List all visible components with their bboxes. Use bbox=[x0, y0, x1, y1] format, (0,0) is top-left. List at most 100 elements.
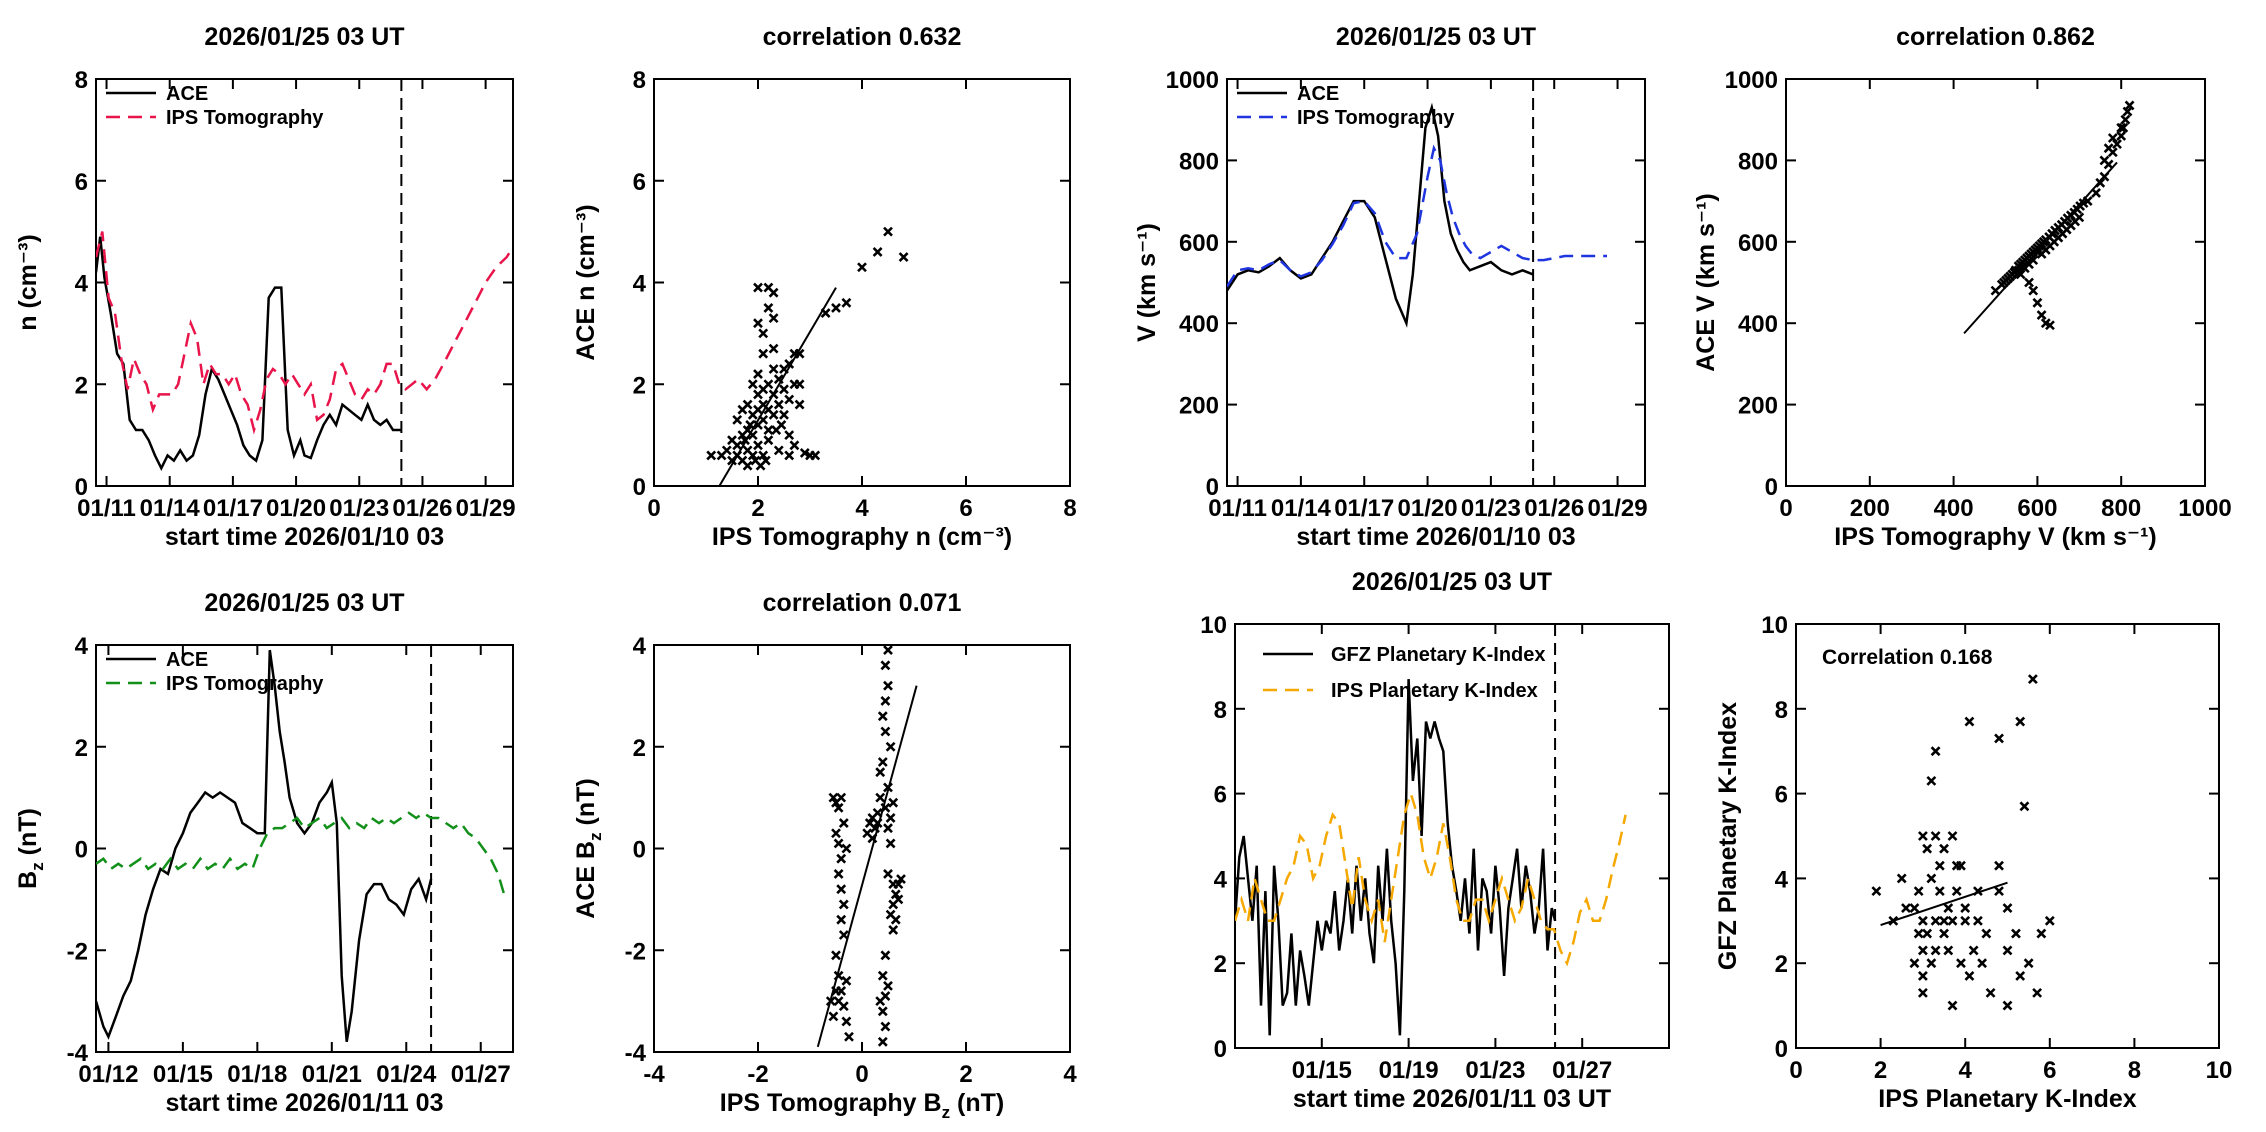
scatter-point bbox=[883, 869, 893, 879]
scatter-point bbox=[776, 420, 787, 430]
x-tick-label: 2 bbox=[1874, 1057, 1887, 1084]
y-tick-label: 200 bbox=[1738, 393, 1778, 420]
scatter-point bbox=[836, 853, 847, 864]
plot-frame bbox=[1795, 623, 2220, 1049]
series-line-1 bbox=[1235, 679, 1557, 1036]
scatter-point bbox=[1917, 971, 1928, 981]
y-axis-label: ACE Bz (nT) bbox=[572, 778, 605, 918]
scatter-point bbox=[2023, 958, 2034, 969]
legend-entry: ACE bbox=[166, 83, 208, 105]
scatter-point bbox=[836, 914, 847, 925]
x-tick-label: 800 bbox=[2101, 495, 2141, 522]
chart-title: 2026/01/25 03 UT bbox=[204, 589, 404, 617]
scatter-point bbox=[877, 757, 888, 767]
scatter-point bbox=[2011, 928, 2021, 939]
x-tick-label: 4 bbox=[855, 495, 869, 522]
y-tick-label: 8 bbox=[75, 67, 88, 94]
x-tick-label: 01/15 bbox=[153, 1061, 213, 1088]
series-line-2 bbox=[1235, 789, 1627, 967]
scatter-point bbox=[1994, 886, 2004, 897]
y-tick-label: 1000 bbox=[1166, 67, 1219, 94]
chart-panel-2: correlation 0.632 0 2 4 6 8 0 2 4 6 8 IPS Tomograph… bbox=[572, 23, 1077, 551]
y-tick-label: 0 bbox=[1765, 474, 1778, 501]
scatter-point bbox=[758, 328, 769, 339]
x-tick-label: 01/15 bbox=[1292, 1057, 1352, 1084]
x-tick-label: 01/26 bbox=[392, 495, 452, 522]
y-tick-label: 0 bbox=[1214, 1036, 1227, 1063]
scatter-point bbox=[1939, 928, 1949, 939]
scatter-point bbox=[779, 409, 789, 420]
y-tick-label: 1000 bbox=[1725, 67, 1778, 94]
scatter-point bbox=[2124, 100, 2135, 111]
scatter-point bbox=[877, 711, 888, 722]
y-tick-label: 2 bbox=[75, 735, 88, 762]
scatter-point bbox=[753, 318, 763, 329]
y-tick-label: 6 bbox=[75, 169, 88, 196]
x-tick-label: 4 bbox=[1959, 1057, 1973, 1084]
x-axis-label: start time 2026/01/11 03 UT bbox=[1293, 1085, 1611, 1113]
scatter-point bbox=[768, 313, 779, 324]
scatter-point bbox=[2032, 987, 2043, 998]
scatter-point bbox=[844, 1031, 854, 1042]
scatter-point bbox=[1909, 958, 1920, 969]
scatter-point bbox=[841, 1016, 852, 1027]
x-tick-label: 600 bbox=[2017, 495, 2057, 522]
scatter-point bbox=[1930, 945, 1941, 956]
scatter-point bbox=[872, 247, 883, 257]
series-line-2 bbox=[96, 231, 513, 435]
y-tick-label: -4 bbox=[67, 1040, 89, 1067]
x-tick-label: 1000 bbox=[2178, 495, 2231, 522]
scatter-point bbox=[885, 741, 896, 752]
x-tick-label: 01/17 bbox=[1334, 495, 1394, 522]
scatter-point bbox=[831, 303, 841, 313]
legend-entry: IPS Tomography bbox=[166, 107, 324, 129]
scatter-point bbox=[880, 950, 891, 961]
scatter-point bbox=[1956, 860, 1966, 871]
x-tick-label: 6 bbox=[2043, 1057, 2056, 1084]
scatter-point bbox=[2045, 320, 2055, 331]
x-tick-label: 0 bbox=[647, 495, 660, 522]
x-tick-label: 01/20 bbox=[1398, 495, 1458, 522]
series-line-2 bbox=[1227, 144, 1607, 288]
scatter-point bbox=[2028, 255, 2039, 266]
scatter-point bbox=[758, 450, 769, 461]
scatter-point bbox=[2099, 155, 2110, 166]
scatter-point bbox=[773, 445, 784, 456]
scatter-point bbox=[831, 828, 841, 839]
chart-panel-6: correlation 0.071 -4 -2 0 2 4 -4 -2 0 2 4 IPS Tomog… bbox=[572, 589, 1077, 1122]
chart-title: 2026/01/25 03 UT bbox=[1352, 568, 1552, 596]
x-tick-label: 01/29 bbox=[1588, 495, 1648, 522]
scatter-point bbox=[2002, 903, 2013, 913]
scatter-point bbox=[831, 950, 841, 961]
x-tick-label: 01/23 bbox=[1465, 1057, 1525, 1084]
scatter-point bbox=[1947, 1000, 1958, 1011]
scatter-point bbox=[1960, 903, 1971, 913]
x-axis-label: IPS Tomography Bz (nT) bbox=[720, 1089, 1004, 1122]
scatter-point bbox=[1913, 886, 1924, 897]
scatter-point bbox=[2019, 801, 2030, 812]
scatter-point bbox=[828, 792, 839, 803]
y-tick-label: 800 bbox=[1738, 148, 1778, 175]
y-tick-label: 8 bbox=[1214, 697, 1227, 724]
scatter-point bbox=[768, 364, 779, 374]
plot-frame bbox=[1234, 623, 1670, 1049]
y-tick-label: 8 bbox=[633, 67, 646, 94]
x-axis-label: IPS Tomography n (cm⁻³) bbox=[712, 523, 1012, 551]
chart-panel-4: correlation 0.862 0 200 400 600 800 1000 0 200 40… bbox=[1692, 23, 2232, 551]
scatter-point bbox=[721, 445, 732, 456]
correlation-annotation: Correlation 0.168 bbox=[1822, 646, 1993, 669]
y-tick-label: 0 bbox=[75, 837, 88, 864]
x-tick-label: 0 bbox=[1789, 1057, 1802, 1084]
scatter-point bbox=[747, 450, 758, 461]
y-axis-label: ACE n (cm⁻³) bbox=[572, 204, 600, 360]
scatter-point bbox=[1917, 945, 1928, 956]
scatter-point bbox=[799, 448, 810, 458]
scatter-point bbox=[760, 455, 771, 466]
y-tick-label: 800 bbox=[1179, 148, 1219, 175]
y-tick-label: 10 bbox=[1200, 612, 1227, 639]
scatter-point bbox=[2107, 133, 2118, 143]
y-tick-label: 8 bbox=[1775, 697, 1788, 724]
scatter-point bbox=[857, 262, 867, 273]
